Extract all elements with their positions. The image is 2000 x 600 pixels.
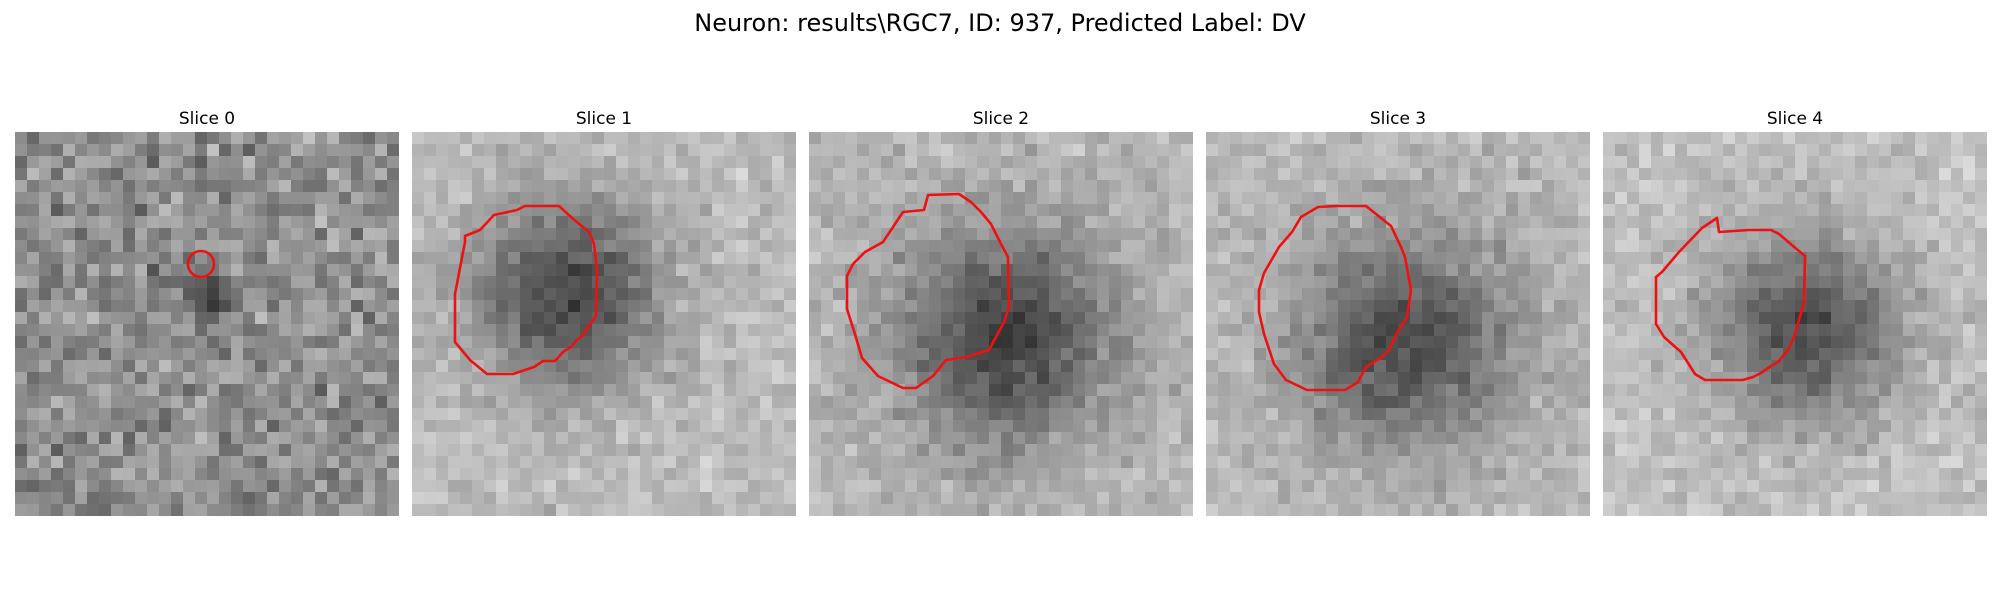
roi-contour [1654,216,1807,382]
slice-image [412,132,796,516]
panel-title: Slice 4 [1766,109,1824,129]
slice-image [15,132,399,516]
slice-image [809,132,1193,516]
panel-slice-2: Slice 2 [809,108,1193,516]
roi-contour [845,192,1011,390]
slice-image [1603,132,1987,516]
panel-slice-4: Slice 4 [1603,108,1987,516]
roi-contour [1257,204,1413,392]
roi-contour [186,249,216,279]
panel-title: Slice 0 [178,109,236,129]
panel-slice-0: Slice 0 [15,108,399,516]
figure-title: Neuron: results\RGC7, ID: 937, Predicted… [694,9,1306,37]
panel-title: Slice 1 [575,109,633,129]
panel-title: Slice 2 [972,109,1030,129]
panel-slice-1: Slice 1 [412,108,796,516]
slice-image [1206,132,1590,516]
panel-slice-3: Slice 3 [1206,108,1590,516]
roi-contour [453,204,599,376]
panel-title: Slice 3 [1369,109,1427,129]
